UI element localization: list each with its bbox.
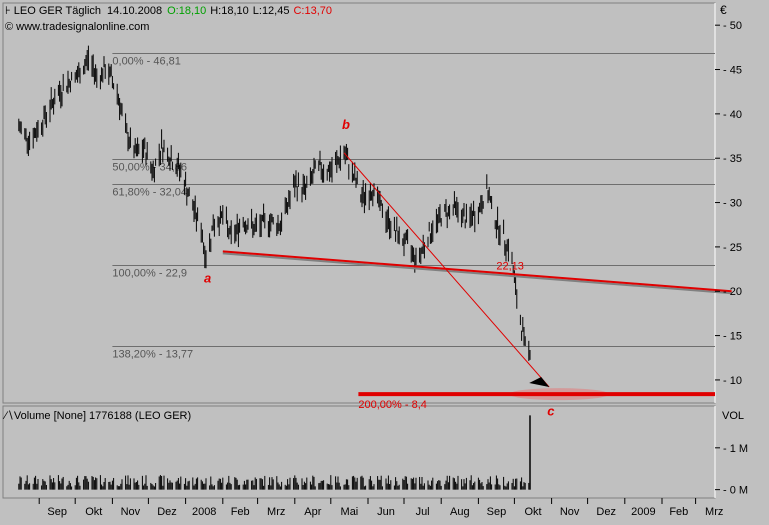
trendline-label: 22,13 xyxy=(496,260,524,272)
price-bars-layer xyxy=(18,45,531,361)
y-tick-label: - 10 xyxy=(723,375,742,387)
trendline-shadow xyxy=(222,252,732,295)
wave-label: c xyxy=(547,403,555,418)
projection-arrowhead xyxy=(529,377,550,388)
x-tick-label: Aug xyxy=(450,506,470,518)
wave-label: b xyxy=(342,117,350,132)
x-tick-label: Nov xyxy=(121,506,141,518)
x-tick-label: Feb xyxy=(231,506,250,518)
x-tick-label: Mai xyxy=(341,506,359,518)
x-tick-label: Mrz xyxy=(267,506,285,518)
x-tick-label: Jul xyxy=(416,506,430,518)
fib-level-label: 138,20% - 13,77 xyxy=(112,349,193,361)
header-line: ⊦ LEO GER Täglich 14.10.2008 O:18,10 H:18,1… xyxy=(5,5,332,17)
low-value: L:12,45 xyxy=(253,5,290,17)
volume-axis-title: VOL xyxy=(722,410,744,422)
candlestick-icon: ⊦ xyxy=(5,5,14,17)
copyright-text: © www.tradesignalonline.com xyxy=(5,21,149,33)
x-tick-label: Feb xyxy=(669,506,688,518)
x-tick-label: Mrz xyxy=(705,506,723,518)
x-tick-label: 2009 xyxy=(631,506,655,518)
projection-line xyxy=(343,152,550,388)
wave-label: a xyxy=(204,270,211,285)
trendline xyxy=(222,250,732,293)
y-tick-label: - 45 xyxy=(723,65,742,77)
x-tick-label: Sep xyxy=(487,506,507,518)
volume-bars-layer xyxy=(18,415,531,490)
annotation-layer: 22,13 200,00% - 8,4 a b c xyxy=(204,117,732,418)
x-tick-label: Apr xyxy=(304,506,321,518)
chart-title: LEO GER Täglich xyxy=(14,5,101,17)
currency-label: € xyxy=(720,3,727,17)
fib-level-label: 61,80% - 32,04 xyxy=(112,186,187,198)
x-tick-label: Nov xyxy=(560,506,580,518)
header-date: 14.10.2008 xyxy=(107,5,162,17)
x-tick-label: Okt xyxy=(524,506,541,518)
open-value: O:18,10 xyxy=(167,5,206,17)
volume-tick-label: - 0 M xyxy=(723,485,748,497)
axis-layer: - 10 - 15 - 20 - 25 - 30 - 35 - 40 - 45 - 50 Sep O… xyxy=(38,20,748,518)
y-tick-label: - 25 xyxy=(723,242,742,254)
fib-level-label: 0,00% - 46,81 xyxy=(112,55,180,67)
x-tick-label: Dez xyxy=(157,506,177,518)
y-tick-label: - 40 xyxy=(723,109,742,121)
x-tick-label: 2008 xyxy=(192,506,216,518)
close-value: C:13,70 xyxy=(293,5,332,17)
x-tick-label: Sep xyxy=(47,506,67,518)
y-tick-label: - 35 xyxy=(723,153,742,165)
x-tick-label: Jun xyxy=(377,506,395,518)
high-value: H:18,10 xyxy=(210,5,249,17)
fib-level-label: 100,00% - 22,9 xyxy=(112,268,187,280)
y-tick-label: - 30 xyxy=(723,198,742,210)
volume-title-text: Volume [None] 1776188 (LEO GER) xyxy=(14,410,191,422)
volume-title: ∕∖Volume [None] 1776188 (LEO GER) xyxy=(2,410,191,422)
target-level-label: 200,00% - 8,4 xyxy=(358,399,427,411)
x-tick-label: Okt xyxy=(85,506,102,518)
y-tick-label: - 15 xyxy=(723,331,742,343)
volume-tick-label: - 1 M xyxy=(723,443,748,455)
x-tick-label: Dez xyxy=(596,506,616,518)
y-tick-label: - 50 xyxy=(723,20,742,32)
volume-icon: ∕∖ xyxy=(2,410,14,422)
y-tick-label: - 20 xyxy=(723,286,742,298)
